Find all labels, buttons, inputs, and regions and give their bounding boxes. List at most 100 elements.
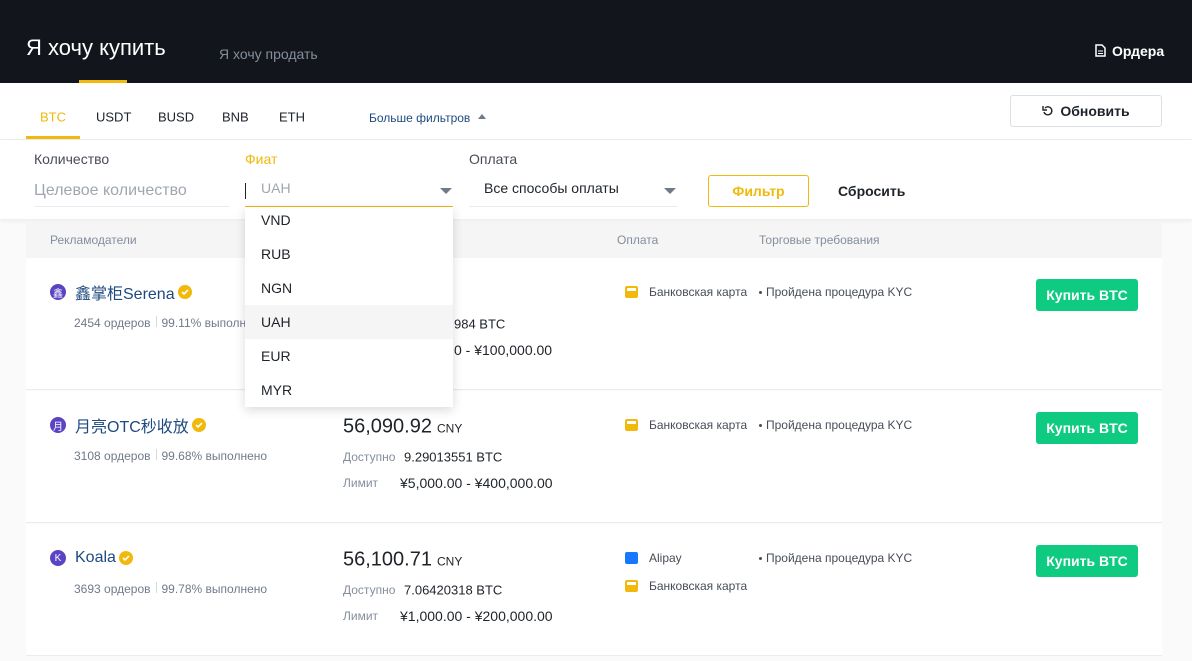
refresh-button[interactable]: Обновить bbox=[1010, 95, 1162, 127]
asset-tab[interactable]: BNB bbox=[222, 109, 249, 125]
asset-underline bbox=[26, 136, 80, 139]
buy-button[interactable]: Купить BTC bbox=[1036, 412, 1138, 444]
verified-badge bbox=[118, 551, 133, 565]
fiat-option[interactable]: UAH bbox=[245, 305, 453, 339]
caret-down bbox=[664, 188, 676, 194]
caret-down bbox=[440, 188, 452, 194]
buy-button[interactable]: Купить BTC bbox=[1036, 279, 1138, 311]
advertiser[interactable]: 鑫掌柜Serena bbox=[75, 280, 192, 304]
available-value: 9.29013551 BTC bbox=[404, 449, 503, 465]
bullet bbox=[759, 423, 762, 427]
bullet bbox=[759, 556, 762, 560]
payment-icon bbox=[625, 580, 638, 592]
asset-tab[interactable]: BUSD bbox=[158, 109, 195, 125]
requirement-text: Пройдена процедура KYC bbox=[766, 551, 913, 565]
requirement: Пройдена процедура KYC bbox=[759, 418, 912, 432]
advertiser-name: Koala bbox=[75, 549, 116, 566]
advertiser-name: 鑫掌柜Serena bbox=[75, 286, 175, 303]
available-label: Доступно bbox=[343, 450, 396, 464]
filter-panel: Количество Фиат Оплата Целевое количеств… bbox=[0, 140, 1192, 219]
text-cursor bbox=[245, 183, 246, 199]
advertiser[interactable]: 月亮OTC秒收放 bbox=[75, 413, 206, 437]
orders-icon bbox=[1095, 44, 1106, 57]
requirement-text: Пройдена процедура KYC bbox=[766, 285, 913, 299]
avatar: 月 bbox=[50, 417, 66, 433]
payment-icon bbox=[625, 286, 638, 298]
order-count: 2454 ордеров bbox=[74, 316, 151, 330]
completion-rate: 99.11% выполнено bbox=[161, 316, 267, 330]
refresh-label: Обновить bbox=[1060, 103, 1130, 119]
price-value: 56,100.71 bbox=[343, 548, 432, 571]
available-value: 984 BTC bbox=[454, 316, 506, 332]
asset-tab[interactable]: ETH bbox=[279, 109, 305, 125]
offer-row: 鑫鑫掌柜Serena 2454 ордеров 99.11% выполнено 98… bbox=[26, 258, 1162, 390]
advertiser-name: 月亮OTC秒收放 bbox=[75, 419, 189, 436]
available-label: Доступно bbox=[343, 583, 396, 597]
price: 56,100.71 CNY bbox=[343, 549, 462, 572]
payment-icon bbox=[625, 419, 638, 431]
orders-link[interactable]: Ордера bbox=[1112, 43, 1165, 59]
amount-input[interactable]: Целевое количество bbox=[34, 178, 229, 207]
asset-tab[interactable]: BTC bbox=[40, 109, 66, 125]
reset-button[interactable]: Сбросить bbox=[838, 183, 906, 199]
fiat-option[interactable]: VND bbox=[261, 212, 291, 228]
payment-icon bbox=[625, 552, 638, 564]
offer-row: K Koala 3693 ордеров 99.78% выполнено 56,100… bbox=[26, 524, 1162, 656]
active-underline bbox=[79, 80, 127, 83]
limit-value: 0 - ¥100,000.00 bbox=[454, 342, 553, 358]
avatar: 鑫 bbox=[50, 284, 66, 300]
stats: 3693 ордеров 99.78% выполнено bbox=[74, 582, 267, 596]
completion-rate: 99.68% выполнено bbox=[161, 449, 268, 463]
column-header: Рекламодатели bbox=[50, 233, 137, 247]
limit-label: Лимит bbox=[343, 476, 379, 490]
fiat-option[interactable]: NGN bbox=[261, 280, 293, 296]
asset-tab[interactable]: USDT bbox=[96, 109, 132, 125]
fiat-dropdown: VND RUB NGN UAH EUR MYR bbox=[245, 207, 453, 407]
advertiser[interactable]: Koala bbox=[75, 549, 133, 567]
available-value: 7.06420318 BTC bbox=[404, 582, 503, 598]
stats: 3108 ордеров 99.68% выполнено bbox=[74, 449, 267, 463]
price-currency: CNY bbox=[436, 421, 463, 436]
completion-rate: 99.78% выполнено bbox=[161, 582, 268, 596]
buy-button[interactable]: Купить BTC bbox=[1036, 545, 1138, 577]
amount-label: Количество bbox=[34, 151, 110, 167]
verified-badge bbox=[177, 285, 192, 299]
requirement: Пройдена процедура KYC bbox=[759, 285, 912, 299]
column-header: Оплата bbox=[617, 233, 659, 247]
top-bar: Я хочу купить Я хочу продать Ордера bbox=[0, 0, 1192, 83]
caret-up bbox=[478, 114, 486, 119]
price-currency: CNY bbox=[436, 554, 463, 569]
fiat-value: UAH bbox=[261, 180, 291, 196]
fiat-option[interactable]: MYR bbox=[261, 382, 293, 398]
filter-button[interactable]: Фильтр bbox=[708, 175, 809, 207]
payment-label: Оплата bbox=[469, 151, 518, 167]
limit-label: Лимит bbox=[343, 609, 379, 623]
payment-method: Alipay bbox=[649, 551, 682, 565]
buy-tab[interactable]: Я хочу купить bbox=[26, 35, 166, 60]
limit-value: ¥5,000.00 - ¥400,000.00 bbox=[400, 475, 553, 491]
amount-placeholder: Целевое количество bbox=[34, 182, 187, 199]
fiat-option[interactable]: EUR bbox=[261, 348, 291, 364]
bullet bbox=[759, 290, 762, 294]
price: 56,090.92 CNY bbox=[343, 416, 462, 439]
requirement: Пройдена процедура KYC bbox=[759, 551, 912, 565]
order-count: 3693 ордеров bbox=[74, 582, 151, 596]
refresh-icon bbox=[1042, 106, 1053, 116]
fiat-select[interactable]: UAH bbox=[245, 178, 453, 207]
payment-method: Банковская карта bbox=[649, 418, 748, 432]
payment-select[interactable]: Все способы оплаты bbox=[469, 178, 677, 207]
offer-row: 月月亮OTC秒收放 3108 ордеров 99.68% выполнено 56,… bbox=[26, 391, 1162, 523]
sell-tab[interactable]: Я хочу продать bbox=[219, 46, 318, 62]
asset-tabs-bar: Больше фильтров Обновить BTC USDT BUSD BNB E… bbox=[0, 83, 1192, 140]
verified-badge bbox=[191, 418, 206, 432]
fiat-label: Фиат bbox=[245, 151, 278, 167]
fiat-option[interactable]: RUB bbox=[261, 246, 291, 262]
separator bbox=[155, 582, 157, 593]
more-filters[interactable]: Больше фильтров bbox=[369, 111, 471, 125]
payment-value: Все способы оплаты bbox=[484, 180, 619, 196]
order-count: 3108 ордеров bbox=[74, 449, 151, 463]
stats: 2454 ордеров 99.11% выполнено bbox=[74, 316, 266, 330]
price-value: 56,090.92 bbox=[343, 415, 432, 438]
